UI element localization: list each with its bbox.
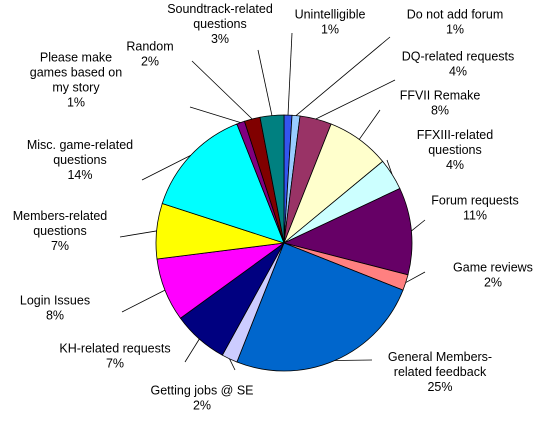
leader-line (405, 271, 426, 283)
slice-label-line: 7% (106, 357, 124, 371)
slice-label: Members-related questions 7% (13, 209, 108, 253)
slice-label-line: 1% (67, 96, 85, 110)
pie-slices (155, 114, 413, 372)
slice-label-line: 11% (463, 209, 487, 223)
slice-label-line: questions (33, 224, 87, 238)
slice-label-line: Please make (40, 51, 112, 65)
slice-label-line: 1% (446, 23, 464, 37)
slice-label: Soundtrack-related questions 3% (167, 2, 273, 46)
slice-label: Do not add forum 1% (407, 8, 504, 37)
slice-label: KH-related requests 7% (59, 342, 170, 371)
leader-line (287, 32, 293, 116)
leader-line (119, 230, 157, 238)
leader-line (386, 159, 393, 175)
slice-label: Getting jobs @ SE 2% (150, 384, 253, 413)
slice-label: Login Issues 8% (20, 294, 90, 323)
slice-label-line: Members-related (13, 209, 108, 223)
slice-label-line: 14% (67, 168, 92, 182)
slice-label: General Members-related feedback 25% (388, 350, 492, 394)
slice-label-line: DQ-related requests (402, 50, 515, 64)
leader-lines (119, 32, 426, 371)
slice-label: Random 2% (126, 40, 173, 69)
leader-line (315, 79, 396, 120)
leader-line (257, 49, 273, 116)
leader-line (184, 338, 200, 363)
slice-label-line: 4% (446, 158, 464, 172)
slice-label-line: 2% (193, 399, 211, 413)
slice-label-line: questions (193, 17, 247, 31)
leader-line (358, 109, 381, 140)
slice-label-line: questions (428, 143, 482, 157)
slice-label-line: questions (53, 153, 107, 167)
slice-label: Please make games based on my story 1% (30, 51, 122, 110)
slice-label: Game reviews 2% (453, 261, 533, 290)
slice-label-line: Misc. game-related (27, 138, 133, 152)
slice-label-line: Game reviews (453, 261, 533, 275)
slice-label-line: Forum requests (431, 194, 519, 208)
slice-label-line: FFVII Remake (400, 89, 481, 103)
slice-label-line: 3% (211, 32, 229, 46)
slice-label-line: Unintelligible (295, 8, 366, 22)
slice-label-line: Getting jobs @ SE (150, 384, 253, 398)
slice-label: FFVII Remake 8% (400, 89, 481, 118)
slice-label-line: 1% (321, 23, 339, 37)
slice-label-line: my story (52, 81, 100, 95)
leader-line (229, 358, 236, 371)
leader-line (191, 60, 253, 120)
leader-line (411, 219, 426, 232)
slice-label-line: FFXIII-related (417, 128, 493, 142)
slice-labels: Unintelligible 1%Do not add forum 1%DQ-rel… (13, 2, 533, 413)
slice-label-line: Login Issues (20, 294, 90, 308)
slice-label-line: General Members- (388, 350, 492, 364)
slice-label-line: games based on (30, 66, 122, 80)
slice-label: FFXIII-related questions 4% (417, 128, 493, 172)
leader-line (141, 155, 191, 181)
slice-label-line: Random (126, 40, 173, 54)
pie-slice (259, 114, 285, 244)
slice-label-line: 2% (141, 55, 159, 69)
slice-label: Misc. game-related questions 14% (27, 138, 133, 182)
slice-label-line: 25% (427, 380, 452, 394)
slice-label-line: 8% (46, 309, 64, 323)
slice-label: DQ-related requests 4% (402, 50, 515, 79)
leader-line (295, 36, 391, 116)
slice-label-line: 7% (51, 239, 69, 253)
slice-label-line: Soundtrack-related (167, 2, 273, 16)
slice-label: Unintelligible 1% (295, 8, 366, 37)
slice-label: Forum requests 11% (431, 194, 519, 223)
slice-label-line: Do not add forum (407, 8, 504, 22)
slice-label-line: 2% (484, 276, 502, 290)
leader-line (189, 106, 241, 123)
slice-label-line: 4% (449, 65, 467, 79)
leader-line (121, 289, 166, 313)
slice-label-line: related feedback (394, 365, 487, 379)
slice-label-line: 8% (431, 104, 449, 118)
slice-label-line: KH-related requests (59, 342, 170, 356)
